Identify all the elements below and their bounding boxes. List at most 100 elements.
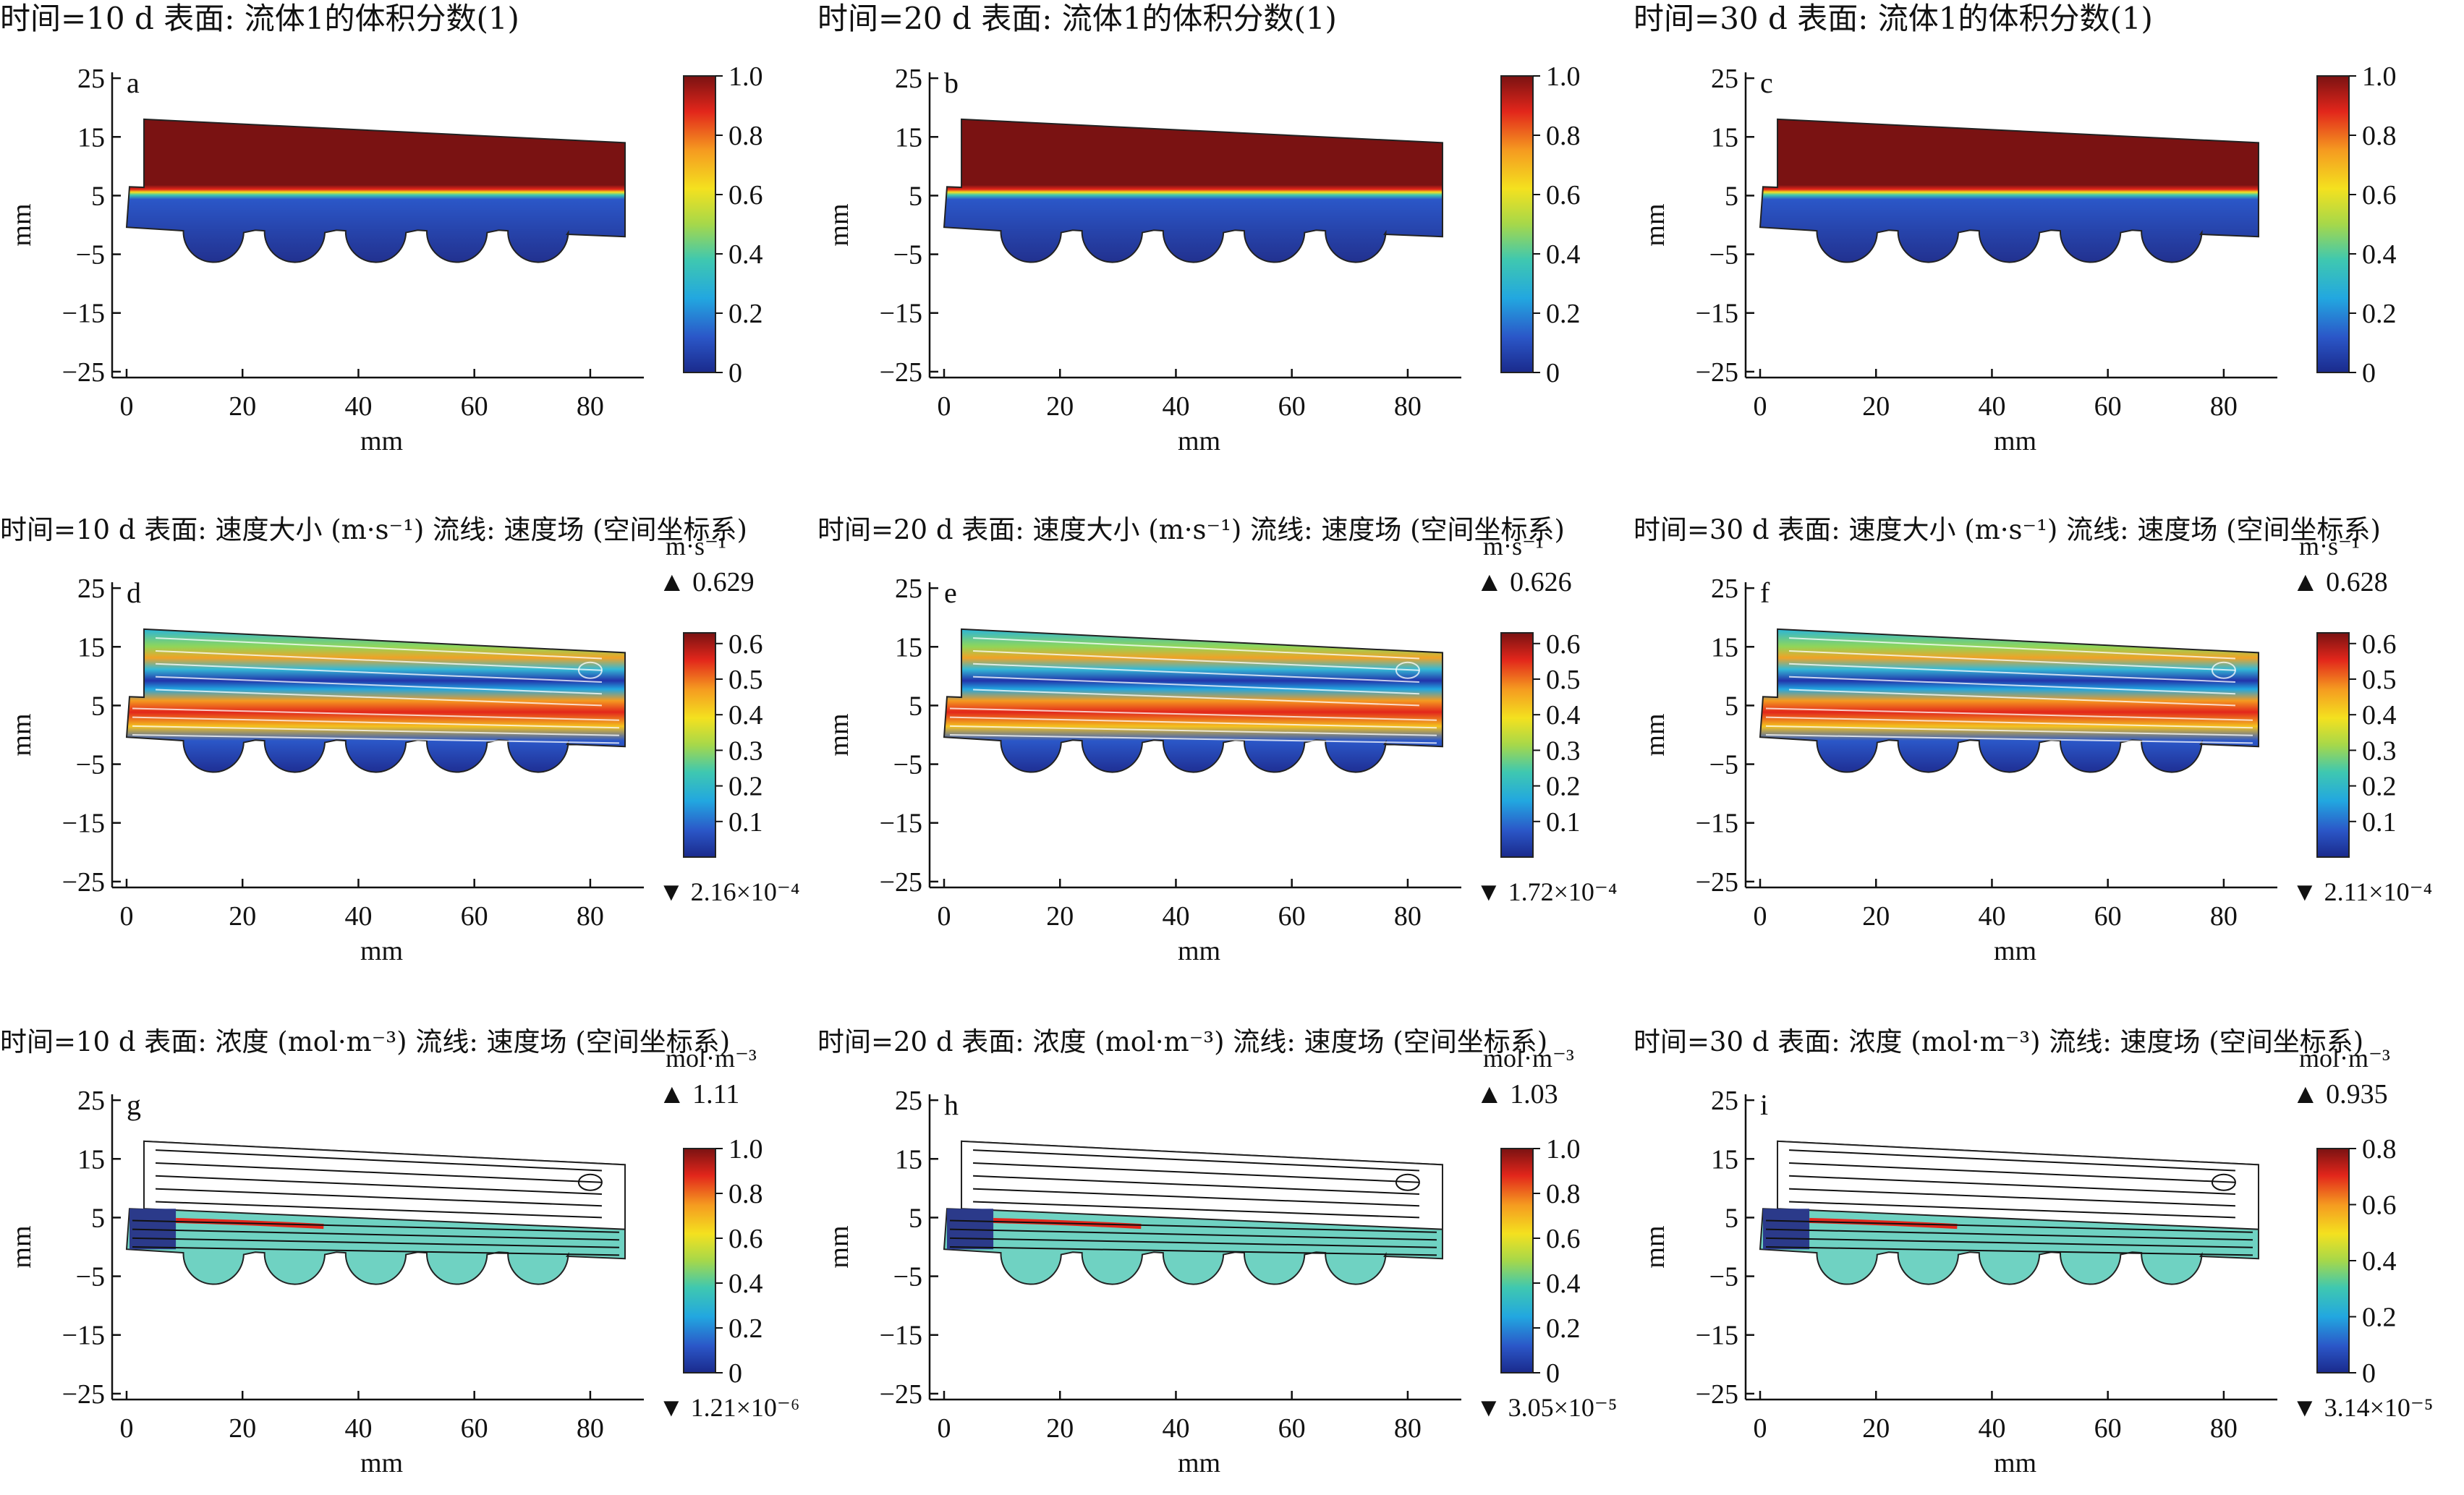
colorbar xyxy=(2316,75,2350,373)
panel-e: 时间=20 d 表面: 速度大小 (m·s⁻¹) 流线: 速度场 (空间坐标系)… xyxy=(817,514,1618,966)
y-tick-label: 5 xyxy=(91,181,105,211)
x-tick-label: 40 xyxy=(1978,1413,2005,1444)
x-tick-label: 0 xyxy=(120,391,134,422)
simulation-domain xyxy=(1759,628,2259,773)
y-tick-label: −25 xyxy=(880,357,922,388)
panel-letter: d xyxy=(127,576,141,609)
x-tick-label: 80 xyxy=(1394,391,1422,422)
y-tick-label: −25 xyxy=(1696,1379,1738,1410)
colorbar xyxy=(2316,1148,2350,1373)
y-tick-label: −15 xyxy=(62,809,105,839)
panel-letter: h xyxy=(944,1089,959,1121)
colorbar xyxy=(2316,632,2350,858)
vortex-loop xyxy=(2211,1173,2236,1191)
colorbar-max-label: ▲ 0.628 xyxy=(2292,567,2388,597)
colorbar-tick-label: 0 xyxy=(728,1358,742,1389)
colorbar-max-label: ▲ 1.03 xyxy=(1476,1079,1558,1109)
y-tick-label: 25 xyxy=(895,574,922,604)
colorbar-tick-label: 1.0 xyxy=(1546,61,1581,92)
panel-letter: f xyxy=(1760,576,1770,609)
colorbar-tick-label: 0.3 xyxy=(1546,736,1581,766)
x-tick-label: 20 xyxy=(1862,391,1890,422)
panel-f: 时间=30 d 表面: 速度大小 (m·s⁻¹) 流线: 速度场 (空间坐标系)… xyxy=(1634,514,2432,966)
colorbar-tick-label: 0.4 xyxy=(728,239,763,270)
colorbar xyxy=(683,632,716,858)
simulation-domain xyxy=(1759,118,2259,263)
colorbar-max-label: ▲ 0.629 xyxy=(658,567,755,597)
colorbar-max-label: ▲ 1.11 xyxy=(658,1079,739,1109)
streamline xyxy=(973,649,1419,671)
streamline xyxy=(1765,716,2253,729)
y-tick-label: 15 xyxy=(1711,122,1738,153)
y-tick-label: −15 xyxy=(880,299,922,329)
y-tick-label: −5 xyxy=(76,240,105,271)
colorbar-min-label: ▼ 2.16×10⁻⁴ xyxy=(658,877,800,906)
x-tick-label: 20 xyxy=(1862,901,1890,932)
y-tick-label: −5 xyxy=(76,1262,105,1292)
streamline xyxy=(1789,637,2235,660)
colorbar-tick-label: 0 xyxy=(2362,358,2376,388)
colorbar-tick-label: 0.2 xyxy=(1546,299,1581,329)
streamline xyxy=(156,676,602,695)
x-tick-label: 60 xyxy=(2094,391,2122,422)
x-tick-label: 20 xyxy=(1046,1413,1074,1444)
colorbar-tick-label: 0.1 xyxy=(2362,807,2397,838)
x-tick-label: 80 xyxy=(2210,391,2238,422)
x-tick-label: 60 xyxy=(1278,901,1306,932)
streamline xyxy=(156,689,602,707)
y-tick-label: 15 xyxy=(895,632,922,663)
y-tick-label: 25 xyxy=(895,1086,922,1116)
colorbar-tick-label: 0.8 xyxy=(2362,121,2397,151)
colorbar-unit: mol·m⁻³ xyxy=(1483,1044,1574,1073)
streamline xyxy=(1789,649,2235,671)
streamline xyxy=(1765,1219,2253,1233)
streamline xyxy=(949,725,1437,736)
colorbar-tick-label: 0.8 xyxy=(728,121,763,151)
y-tick-label: 15 xyxy=(895,122,922,153)
streamline xyxy=(156,1188,602,1207)
x-tick-label: 60 xyxy=(461,391,488,422)
x-tick-label: 40 xyxy=(344,391,372,422)
colorbar-tick-label: 1.0 xyxy=(1546,1134,1581,1164)
panel-title: 时间=10 d 表面: 速度大小 (m·s⁻¹) 流线: 速度场 (空间坐标系) xyxy=(0,514,747,545)
y-tick-label: 15 xyxy=(1711,632,1738,663)
colorbar-min-label: ▼ 1.72×10⁻⁴ xyxy=(1476,877,1618,906)
streamline xyxy=(1765,1237,2253,1248)
colorbar-min-label: ▼ 3.14×10⁻⁵ xyxy=(2292,1393,2434,1422)
colorbar-tick-label: 0 xyxy=(728,358,742,388)
colorbar-tick-label: 0.4 xyxy=(2362,1246,2397,1277)
simulation-domain xyxy=(943,628,1443,773)
y-tick-label: −15 xyxy=(62,299,105,329)
streamline xyxy=(1789,1188,2235,1207)
streamline xyxy=(1789,1162,2235,1183)
colorbar-tick-label: 0 xyxy=(2362,1358,2376,1389)
streamline xyxy=(132,1219,619,1233)
colorbar-unit: mol·m⁻³ xyxy=(2299,1044,2390,1073)
x-tick-label: 40 xyxy=(1978,901,2005,932)
streamline xyxy=(156,1201,602,1219)
y-tick-label: −25 xyxy=(880,1379,922,1410)
colorbar-tick-label: 0.6 xyxy=(2362,629,2397,660)
colorbar-tick-label: 0.5 xyxy=(728,665,763,695)
x-tick-label: 40 xyxy=(1978,391,2005,422)
colorbar-tick-label: 0.6 xyxy=(1546,1224,1581,1254)
x-tick-label: 0 xyxy=(1754,391,1767,422)
panel-title: 时间=10 d 表面: 流体1的体积分数(1) xyxy=(0,1,519,36)
x-tick-label: 80 xyxy=(1394,1413,1422,1444)
y-tick-label: −25 xyxy=(62,1379,105,1410)
colorbar-tick-label: 0.2 xyxy=(1546,1313,1581,1344)
y-tick-label: 5 xyxy=(1725,181,1738,211)
panel-letter: b xyxy=(944,67,959,99)
x-tick-label: 80 xyxy=(577,901,604,932)
streamline xyxy=(973,1149,1419,1172)
x-tick-label: 0 xyxy=(938,391,951,422)
x-tick-label: 40 xyxy=(344,901,372,932)
x-tick-label: 60 xyxy=(2094,901,2122,932)
colorbar-tick-label: 0.4 xyxy=(2362,239,2397,270)
y-tick-label: 15 xyxy=(77,632,105,663)
panel-letter: e xyxy=(944,576,957,609)
panel-title: 时间=20 d 表面: 速度大小 (m·s⁻¹) 流线: 速度场 (空间坐标系) xyxy=(817,514,1565,545)
vortex-loop xyxy=(577,661,603,679)
colorbar-tick-label: 0.4 xyxy=(2362,700,2397,731)
panel-d: 时间=10 d 表面: 速度大小 (m·s⁻¹) 流线: 速度场 (空间坐标系)… xyxy=(0,514,800,966)
